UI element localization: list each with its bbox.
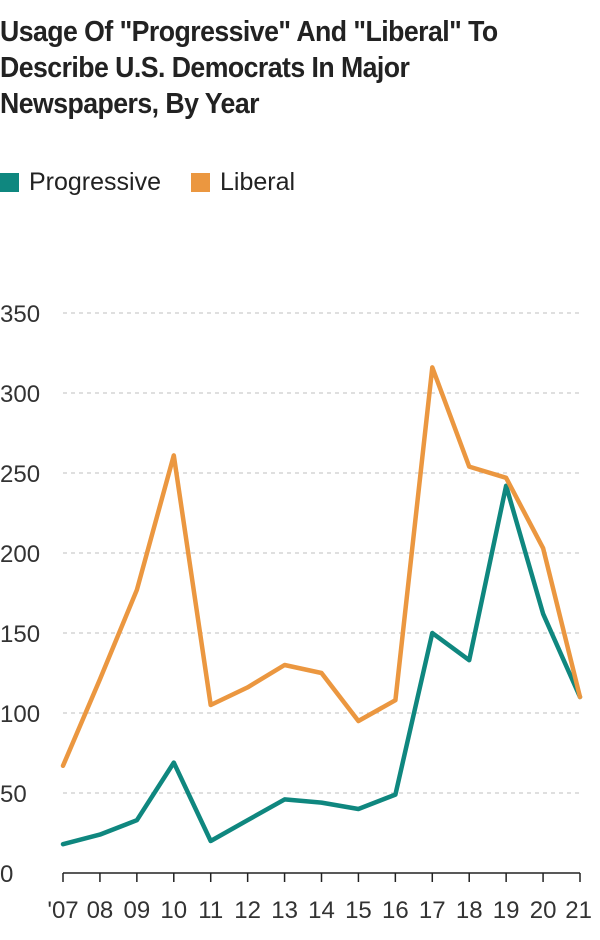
y-tick-label-300: 300 <box>0 381 40 408</box>
legend-label-progressive: Progressive <box>29 168 161 196</box>
series-line-liberal <box>60 365 583 769</box>
x-tick-label-4: 11 <box>198 897 223 924</box>
y-tick-label-0: 0 <box>0 861 13 888</box>
x-tick-label-9: 16 <box>382 897 409 924</box>
y-tick-label-50: 50 <box>0 781 27 808</box>
x-tick-label-7: 14 <box>308 897 335 924</box>
legend-label-liberal: Liberal <box>220 168 296 196</box>
x-tick-label-12: 19 <box>493 897 520 924</box>
x-tick-label-0: '07 <box>47 897 78 924</box>
legend: Progressive Liberal <box>0 168 325 197</box>
x-tick-label-14: 21 <box>565 897 592 924</box>
y-tick-label-150: 150 <box>0 621 40 648</box>
y-tick-label-250: 250 <box>0 461 40 488</box>
x-tick-label-5: 12 <box>234 897 261 924</box>
x-tick-label-11: 18 <box>456 897 483 924</box>
y-tick-label-200: 200 <box>0 541 40 568</box>
legend-swatch-progressive <box>0 173 19 192</box>
legend-item-progressive: Progressive <box>0 168 161 197</box>
x-tick-label-2: 09 <box>124 897 151 924</box>
legend-swatch-liberal <box>191 173 210 192</box>
x-tick-label-13: 20 <box>530 897 557 924</box>
x-tick-label-1: 08 <box>87 897 114 924</box>
y-tick-label-100: 100 <box>0 701 40 728</box>
x-tick-label-3: 10 <box>160 897 187 924</box>
y-tick-label-350: 350 <box>0 301 40 328</box>
series-line-progressive <box>60 483 583 847</box>
chart-title: Usage Of "Progressive" And "Liberal" To … <box>0 16 498 120</box>
x-tick-label-6: 13 <box>271 897 298 924</box>
legend-item-liberal: Liberal <box>191 168 295 197</box>
x-tick-label-10: 17 <box>419 897 446 924</box>
x-tick-label-8: 15 <box>345 897 372 924</box>
